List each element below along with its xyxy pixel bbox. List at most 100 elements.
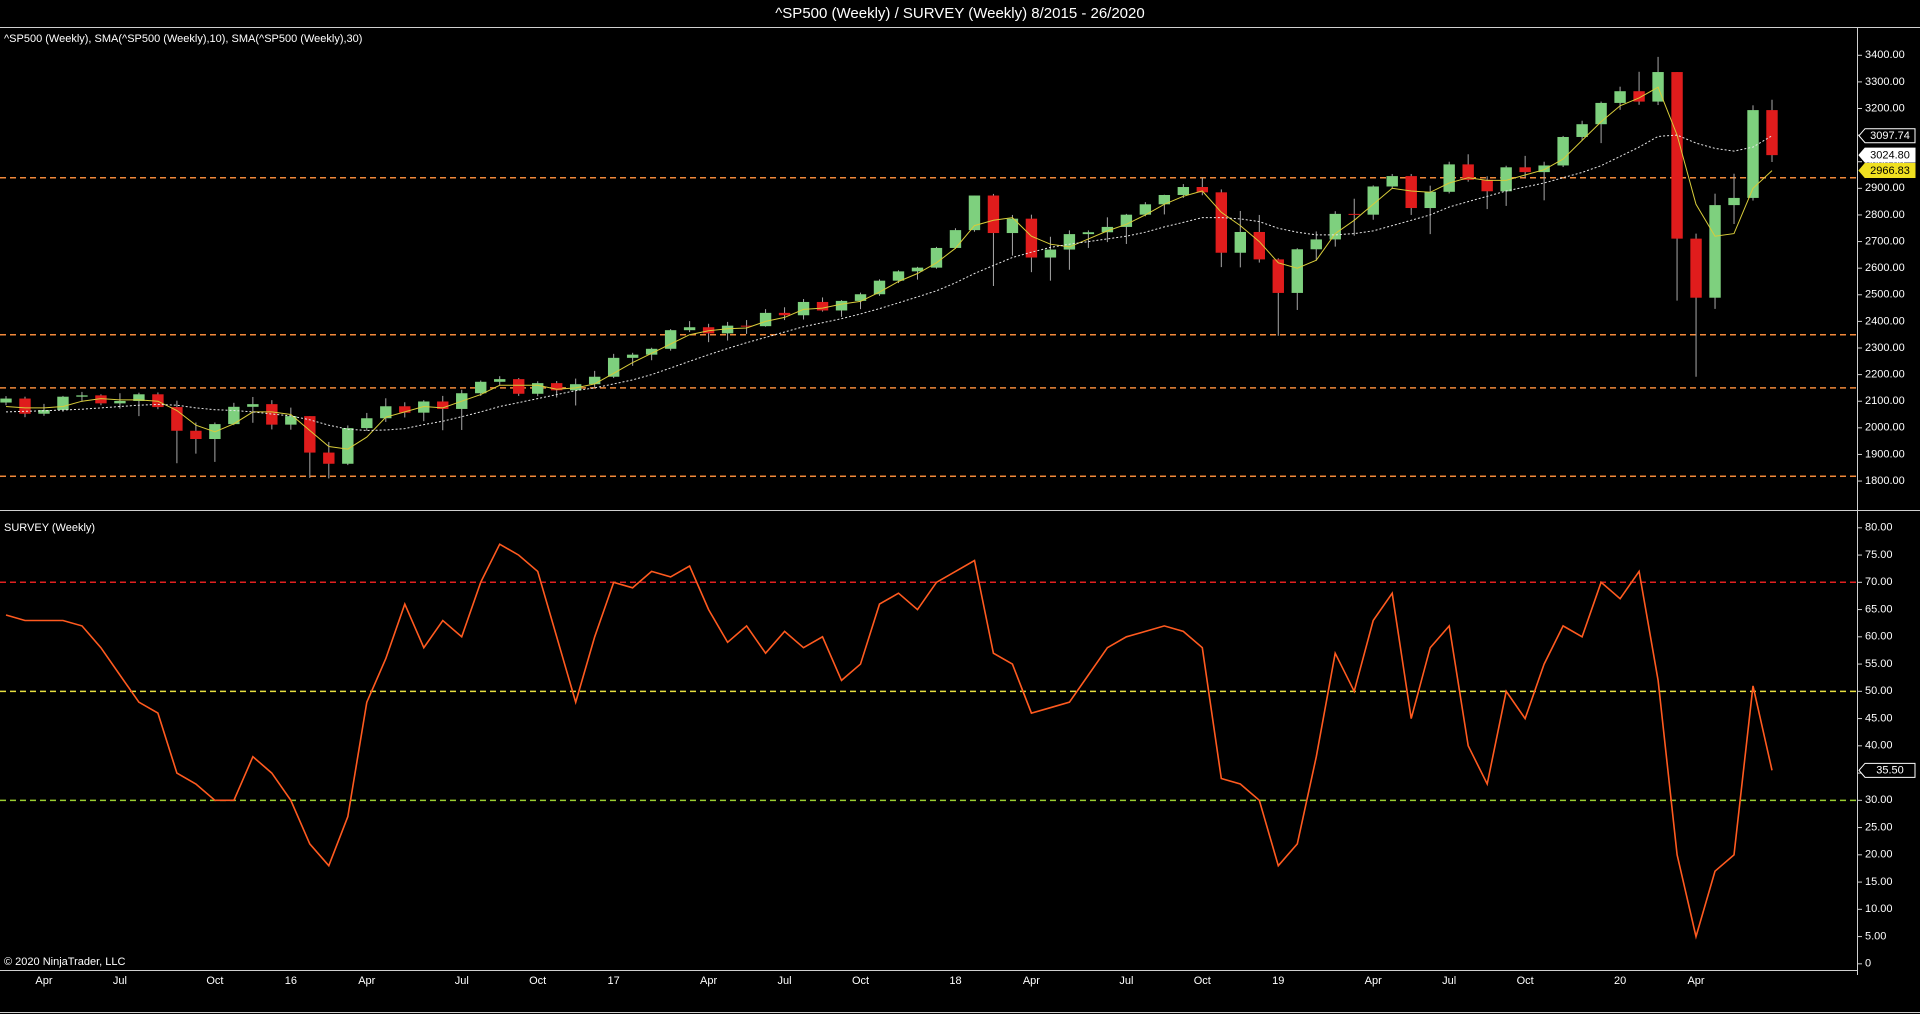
- candle-body: [892, 271, 905, 281]
- x-tick-label: Apr: [1687, 975, 1704, 987]
- candle-body: [569, 384, 582, 391]
- x-tick-label: 17: [608, 975, 620, 987]
- candle-body: [1728, 197, 1740, 206]
- y-tick-label: 2300.00: [1865, 342, 1905, 354]
- candle-body: [930, 247, 943, 268]
- candle-body: [399, 406, 411, 413]
- panel-label: SURVEY (Weekly): [4, 522, 95, 534]
- candle-body: [1177, 187, 1190, 195]
- candle-body: [1272, 259, 1284, 293]
- y-tick-label: 10.00: [1865, 903, 1893, 915]
- candle-body: [228, 406, 240, 425]
- x-tick-label: Jul: [455, 975, 469, 987]
- candle-body: [1424, 191, 1436, 209]
- credit: © 2020 NinjaTrader, LLC: [4, 956, 125, 968]
- x-tick-label: Apr: [358, 975, 375, 987]
- panel-label: ^SP500 (Weekly), SMA(^SP500 (Weekly),10)…: [4, 33, 362, 45]
- y-tick-label: 45.00: [1865, 712, 1893, 724]
- y-tick-label: 2100.00: [1865, 395, 1905, 407]
- price-marker: [1858, 163, 1916, 179]
- candle-body: [513, 379, 525, 394]
- y-tick-label: 80.00: [1865, 522, 1893, 534]
- candle-body: [740, 325, 753, 327]
- y-tick-label: 2500.00: [1865, 289, 1905, 301]
- x-tick-label: Oct: [206, 975, 223, 987]
- candle-body: [285, 416, 297, 425]
- candle-body: [550, 383, 563, 391]
- candle-body: [133, 394, 145, 401]
- x-tick-label: Apr: [700, 975, 717, 987]
- candle-body: [607, 357, 620, 377]
- candle-body: [797, 301, 810, 316]
- x-tick-label: 20: [1614, 975, 1626, 987]
- y-tick-label: 65.00: [1865, 603, 1893, 615]
- sma-line: [5, 86, 1773, 450]
- x-tick-label: Jul: [113, 975, 127, 987]
- candle-body: [361, 418, 373, 429]
- y-tick-label: 55.00: [1865, 658, 1893, 670]
- candle-body: [475, 381, 487, 394]
- price-marker-label: 3097.74: [1870, 130, 1910, 142]
- candle-body: [1690, 238, 1702, 298]
- price-marker-label: 2966.83: [1870, 165, 1910, 177]
- candle-body: [0, 398, 12, 403]
- candle-body: [873, 280, 886, 295]
- candle-body: [304, 416, 316, 453]
- candle-body: [854, 294, 867, 301]
- candle-body: [1120, 214, 1133, 227]
- survey-line: [5, 543, 1773, 940]
- candle-body: [1367, 186, 1379, 215]
- x-tick-label: 19: [1272, 975, 1284, 987]
- candle-body: [380, 406, 392, 419]
- y-tick-label: 25.00: [1865, 821, 1893, 833]
- candle-body: [835, 300, 848, 311]
- y-tick-label: 3400.00: [1865, 49, 1905, 61]
- candle-body: [1462, 164, 1474, 180]
- x-tick-label: 16: [285, 975, 297, 987]
- x-tick-label: Jul: [778, 975, 792, 987]
- candle-body: [95, 395, 107, 404]
- chart-title: ^SP500 (Weekly) / SURVEY (Weekly) 8/2015…: [775, 5, 1144, 22]
- x-tick-label: Oct: [1517, 975, 1534, 987]
- candle-body: [1595, 102, 1607, 125]
- candle-body: [1538, 165, 1550, 173]
- candle-body: [683, 327, 696, 331]
- candle-body: [1443, 164, 1455, 192]
- x-tick-label: Oct: [1194, 975, 1211, 987]
- candle-body: [645, 348, 658, 355]
- y-tick-label: 2400.00: [1865, 315, 1905, 327]
- x-tick-label: Oct: [852, 975, 869, 987]
- candle-body: [76, 395, 88, 397]
- y-tick-label: 20.00: [1865, 849, 1893, 861]
- candle-body: [1747, 110, 1759, 198]
- y-tick-label: 2700.00: [1865, 235, 1905, 247]
- y-tick-label: 30.00: [1865, 794, 1893, 806]
- candle-body: [664, 330, 677, 349]
- x-tick-label: Jul: [1442, 975, 1456, 987]
- candle-body: [759, 312, 772, 327]
- candle-body: [190, 430, 202, 440]
- candle-body: [1405, 176, 1417, 209]
- candle-body: [1519, 167, 1531, 173]
- candle-body: [1709, 205, 1721, 298]
- candle-body: [437, 401, 449, 409]
- price-marker: [1858, 762, 1916, 778]
- candle-body: [114, 400, 126, 404]
- price-marker: [1858, 128, 1916, 144]
- candle-body: [1576, 124, 1588, 137]
- candle-body: [1557, 136, 1569, 166]
- price-marker: [1858, 147, 1916, 163]
- candle-body: [626, 354, 639, 358]
- candle-body: [1025, 218, 1038, 258]
- candle-body: [342, 428, 354, 464]
- y-tick-label: 60.00: [1865, 631, 1893, 643]
- y-tick-label: 1800.00: [1865, 475, 1905, 487]
- y-tick-label: 5.00: [1865, 930, 1886, 942]
- y-tick-label: 70.00: [1865, 576, 1893, 588]
- candle-body: [266, 404, 278, 425]
- candle-body: [721, 325, 734, 334]
- candle-body: [1766, 110, 1778, 156]
- candle-body: [987, 195, 1000, 234]
